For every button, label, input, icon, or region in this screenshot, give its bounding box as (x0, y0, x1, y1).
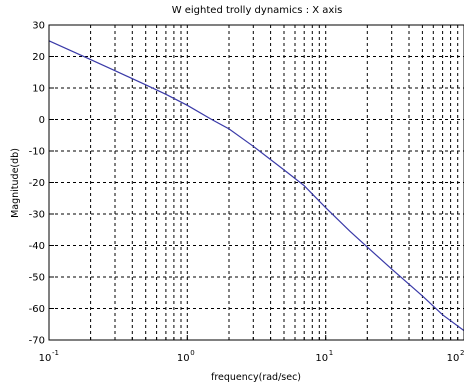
x-tick-exponent: 0 (190, 349, 194, 357)
y-tick-label: -40 (29, 241, 45, 252)
y-tick-label: 10 (32, 84, 45, 95)
y-tick-label: -30 (29, 210, 45, 221)
x-tick-label: 10 (315, 353, 328, 364)
y-tick-label: -20 (29, 178, 45, 189)
y-tick-label: -60 (29, 304, 45, 315)
x-tick-label: 10 (177, 353, 190, 364)
chart-title: W eighted trolly dynamics : X axis (172, 5, 343, 16)
x-tick-exponent: -1 (52, 349, 59, 357)
magnitude-series-line (48, 40, 464, 332)
x-tick-labels: 10 -1 10 0 10 1 10 2 (39, 349, 464, 364)
series-group (48, 40, 464, 332)
x-tick-exponent: 1 (329, 349, 333, 357)
y-tick-label: -70 (29, 336, 45, 347)
y-tick-label: -10 (29, 147, 45, 158)
x-tick-exponent: 2 (460, 349, 464, 357)
y-axis-label: Magnitude(db) (10, 148, 21, 218)
y-tick-label: 0 (39, 115, 45, 126)
x-tick-label: 10 (447, 353, 460, 364)
y-tick-label: 30 (32, 21, 45, 32)
x-tick-label: 10 (39, 353, 52, 364)
y-tick-labels: 30 20 10 0 -10 -20 -30 -40 -50 -60 -70 (29, 21, 45, 347)
plot-frame (48, 24, 464, 341)
grid-lines (49, 25, 464, 340)
x-axis-label: frequency(rad/sec) (211, 372, 301, 383)
y-tick-label: -50 (29, 273, 45, 284)
y-tick-label: 20 (32, 52, 45, 63)
